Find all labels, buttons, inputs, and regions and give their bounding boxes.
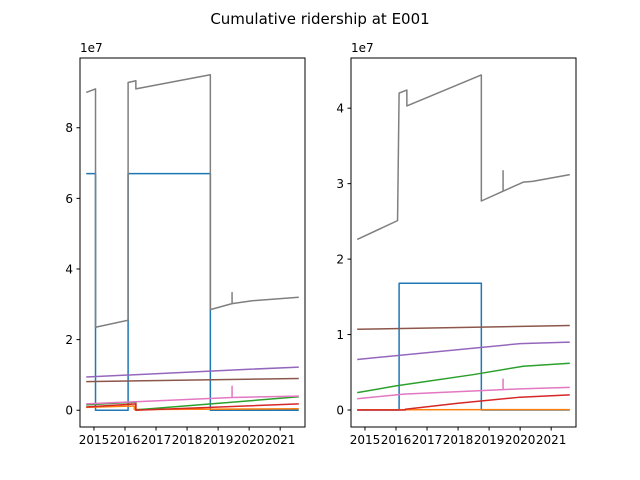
y-offset-label: 1e7 xyxy=(351,41,374,55)
y-tick-label: 4 xyxy=(65,262,73,276)
series-line-6 xyxy=(86,377,299,383)
series-line-5 xyxy=(357,341,570,361)
chart-panel-1: 2015 2016 2017 2018 2019 2020 2021 0 2 4 6 8 1e7 xyxy=(65,41,306,447)
x-tick-label: 2021 xyxy=(265,433,296,447)
series-line-4 xyxy=(357,394,570,411)
y-tick-label: 8 xyxy=(65,121,73,135)
x-tick-label: 2020 xyxy=(505,433,536,447)
x-tick-label: 2021 xyxy=(536,433,567,447)
y-tick-label: 3 xyxy=(336,177,344,191)
x-tick-label: 2019 xyxy=(203,433,234,447)
series-line-5 xyxy=(86,366,299,378)
y-tick-label: 0 xyxy=(65,404,73,418)
x-tick-label: 2017 xyxy=(412,433,443,447)
chart-panels: 2015 2016 2017 2018 2019 2020 2021024681e72015… xyxy=(65,41,577,447)
series-line-3 xyxy=(357,362,570,394)
series-line-8 xyxy=(85,74,299,328)
x-tick-label: 2020 xyxy=(234,433,265,447)
series-group xyxy=(356,74,570,411)
series-line-7 xyxy=(357,378,570,400)
x-tick-label: 2019 xyxy=(474,433,505,447)
series-group xyxy=(85,74,299,411)
y-tick-label: 2 xyxy=(336,253,344,267)
series-line-2 xyxy=(86,405,299,411)
series-line-8 xyxy=(356,74,570,241)
y-offset-label: 1e7 xyxy=(80,41,103,55)
y-tick-label: 4 xyxy=(336,102,344,116)
x-tick-label: 2015 xyxy=(79,433,110,447)
x-tick-label: 2016 xyxy=(381,433,412,447)
y-tick-label: 1 xyxy=(336,328,344,342)
axes-frame xyxy=(350,57,577,428)
series-line-4 xyxy=(86,403,299,411)
axes-frame xyxy=(79,57,306,428)
chart-panel-2: 2015 2016 2017 2018 2019 2020 2021 0 1 2 3 4 1e7 xyxy=(336,41,577,447)
x-tick-label: 2018 xyxy=(172,433,203,447)
x-tick-label: 2017 xyxy=(141,433,172,447)
x-tick-label: 2015 xyxy=(350,433,381,447)
y-tick-label: 6 xyxy=(65,192,73,206)
chart-title: Cumulative ridership at E001 xyxy=(210,10,429,28)
x-tick-label: 2018 xyxy=(443,433,474,447)
series-line-7 xyxy=(86,385,299,405)
series-line-6 xyxy=(357,324,570,331)
y-tick-label: 0 xyxy=(336,404,344,418)
x-tick-label: 2016 xyxy=(110,433,141,447)
y-tick-label: 2 xyxy=(65,333,73,347)
